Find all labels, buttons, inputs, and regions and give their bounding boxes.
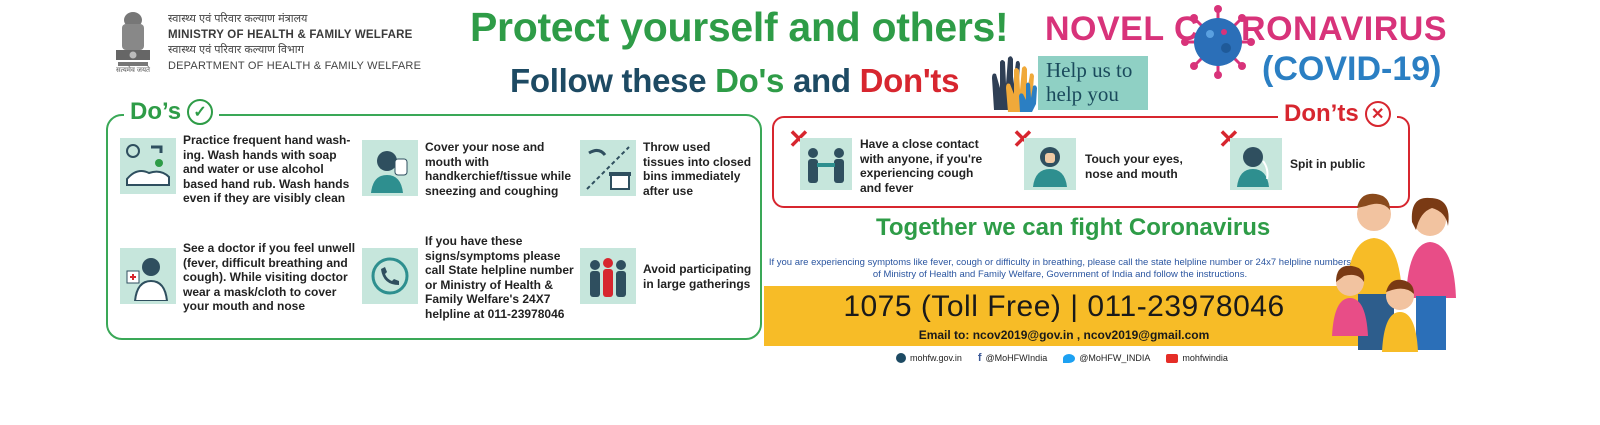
department-hindi: स्वास्थ्य एवं परिवार कल्याण विभाग [168, 44, 304, 56]
spit-icon [1230, 138, 1282, 190]
do-item-text: See a doctor if you feel unwell (fever, … [183, 241, 356, 313]
globe-icon [896, 353, 906, 363]
doctor-icon [120, 248, 176, 304]
helpline-numbers: 1075 (Toll Free) | 011-23978046 [843, 290, 1285, 323]
department-english: DEPARTMENT OF HEALTH & FAMILY WELFARE [168, 60, 422, 72]
touch-face-icon [1024, 138, 1076, 190]
dont-item-text: Have a close contact with anyone, if you… [860, 137, 983, 195]
do-item-text: Throw used tissues into closed bins imme… [643, 140, 752, 198]
x-circle-icon: ✕ [1364, 101, 1391, 127]
covid-19-label: (COVID-19) [1262, 50, 1442, 88]
family-illustration [1332, 193, 1456, 352]
subline-prefix: Follow these [510, 62, 716, 99]
helpline-email: Email to: ncov2019@gov.in , ncov2019@gma… [918, 328, 1210, 342]
info-text: If you are experiencing symptoms like fe… [768, 257, 1352, 280]
dont-item-text: Spit in public [1290, 157, 1366, 171]
youtube-text: mohfwindia [1182, 353, 1228, 363]
do-item-text: Cover your nose and mouth with handkerch… [425, 140, 572, 198]
help-line2: help you [1046, 82, 1119, 106]
donts-panel [772, 116, 1410, 208]
ministry-english: MINISTRY OF HEALTH & FAMILY WELFARE [168, 29, 413, 41]
ministry-hindi: स्वास्थ्य एवं परिवार कल्याण मंत्रालय [168, 13, 308, 25]
bin-icon [580, 140, 636, 196]
social-links: mohfw.gov.in f @MoHFWIndia @MoHFW_INDIA m… [896, 352, 1228, 364]
youtube-icon [1166, 353, 1179, 363]
donts-title-text: Don’ts [1284, 100, 1359, 127]
subline: Follow these Do's and Don'ts [510, 62, 959, 100]
subline-donts: Don'ts [859, 62, 960, 99]
youtube-link[interactable]: mohfwindia [1166, 353, 1228, 363]
web-text: mohfw.gov.in [910, 353, 962, 363]
twitter-text: @MoHFW_INDIA [1079, 353, 1151, 363]
subline-dos: Do's [715, 62, 785, 99]
do-item-text: If you have these signs/symptoms please … [425, 234, 574, 321]
facebook-text: @MoHFWIndia [985, 353, 1048, 363]
help-us-box: Help us to help you [1038, 56, 1148, 110]
raised-hands-icon [992, 56, 1037, 112]
novel-coronavirus-title: NOVEL C RONAVIRUS [1045, 10, 1447, 49]
dos-panel [106, 114, 762, 340]
facebook-link[interactable]: f @MoHFWIndia [978, 352, 1047, 364]
novel-text: NOVEL C [1045, 10, 1200, 48]
headline: Protect yourself and others! [470, 4, 1009, 50]
subline-and: and [784, 62, 860, 99]
crowd-icon [580, 248, 636, 304]
helpline-bar [764, 286, 1364, 346]
national-emblem-icon [116, 12, 150, 66]
coronavirus-rest: RONAVIRUS [1241, 10, 1448, 48]
do-item-text: Avoid participating in large gatherings [643, 262, 752, 291]
donts-title: Don’ts ✕ [1278, 100, 1397, 128]
handshake-icon [800, 138, 852, 190]
phone-icon [362, 248, 418, 304]
help-line1: Help us to [1046, 58, 1133, 82]
ministry-block: स्वास्थ्य एवं परिवार कल्याण मंत्रालय MIN… [168, 12, 468, 74]
emblem-motto: सत्यमेव जयते [115, 67, 151, 74]
twitter-icon [1063, 353, 1076, 363]
web-link[interactable]: mohfw.gov.in [896, 353, 962, 363]
dos-title-text: Do’s [130, 98, 182, 125]
dos-title: Do’s ✓ [124, 98, 220, 126]
facebook-icon: f [977, 352, 982, 364]
check-circle-icon: ✓ [187, 99, 214, 125]
twitter-link[interactable]: @MoHFW_INDIA [1063, 353, 1150, 363]
coronavirus-icon [1181, 5, 1255, 79]
together-heading: Together we can fight Coronavirus [876, 214, 1271, 241]
handwash-icon [120, 138, 176, 194]
do-item-text: Practice frequent hand wash-ing. Wash ha… [183, 133, 351, 205]
cover-face-icon [362, 140, 418, 196]
dont-item-text: Touch your eyes, nose and mouth [1085, 152, 1183, 181]
